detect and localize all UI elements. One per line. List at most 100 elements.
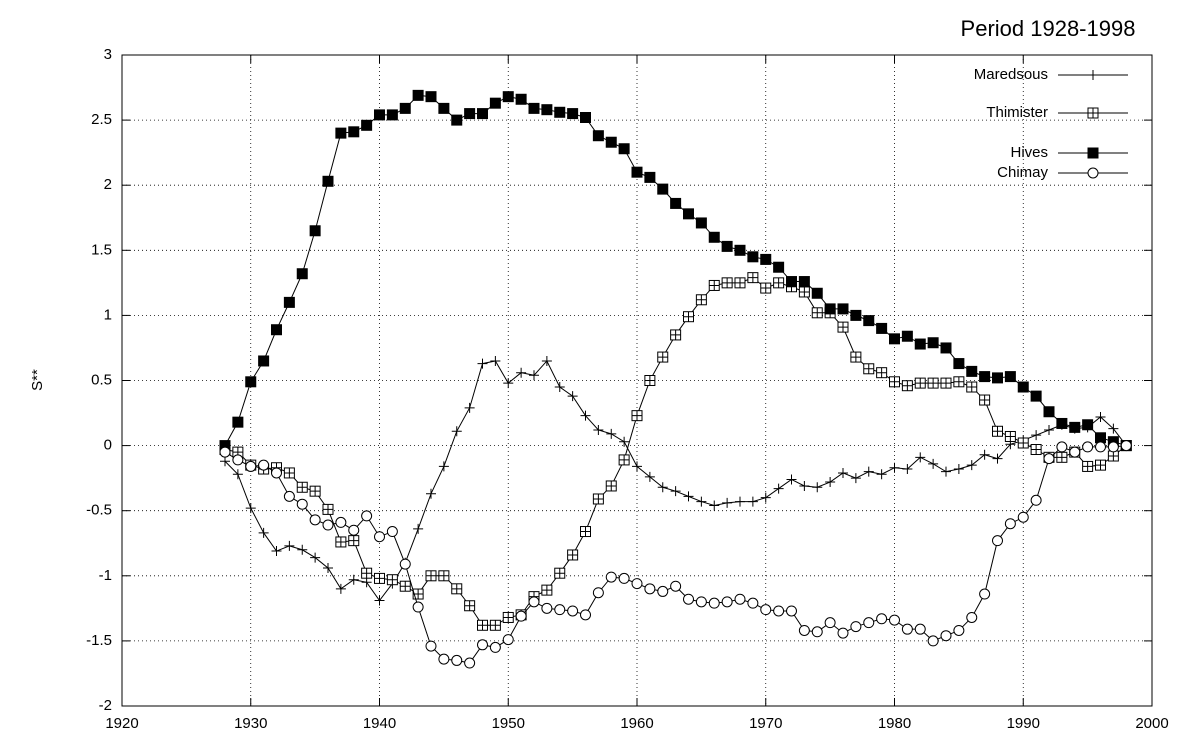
marker-shape <box>271 467 282 479</box>
point-marker <box>1030 390 1042 402</box>
point-marker <box>1082 419 1094 431</box>
marker-shape <box>1087 167 1099 179</box>
marker-shape <box>863 363 874 374</box>
x-tick-label: 1990 <box>1007 715 1040 732</box>
point-marker <box>258 459 270 471</box>
point-marker <box>721 277 733 289</box>
marker-shape <box>979 588 991 600</box>
marker-shape <box>489 97 501 109</box>
marker-shape <box>297 482 308 493</box>
point-marker <box>451 114 463 126</box>
marker-shape <box>245 376 257 388</box>
legend-marker <box>1088 70 1098 80</box>
marker-shape <box>592 587 604 599</box>
point-marker <box>541 602 553 614</box>
point-marker <box>271 324 282 336</box>
point-marker <box>747 251 759 263</box>
point-marker <box>605 480 617 492</box>
marker-shape <box>554 106 566 118</box>
point-marker <box>232 469 243 480</box>
point-marker <box>554 106 566 118</box>
point-marker <box>283 490 295 502</box>
marker-shape <box>619 436 630 447</box>
point-marker <box>631 166 643 178</box>
point-marker <box>1056 441 1068 453</box>
point-marker <box>322 519 334 531</box>
point-marker <box>876 322 888 334</box>
point-marker <box>322 503 334 515</box>
point-marker <box>1082 441 1094 453</box>
marker-shape <box>1030 390 1042 402</box>
marker-shape <box>992 453 1003 464</box>
point-marker <box>271 467 282 479</box>
marker-shape <box>386 526 398 538</box>
point-marker <box>683 311 694 323</box>
marker-shape <box>992 426 1003 437</box>
point-marker <box>914 338 926 350</box>
point-marker <box>953 376 965 388</box>
marker-shape <box>850 473 861 484</box>
point-marker <box>632 461 642 472</box>
point-marker <box>1030 494 1042 506</box>
point-marker <box>760 492 771 503</box>
point-marker <box>258 355 270 367</box>
marker-shape <box>464 402 475 413</box>
marker-shape <box>490 355 501 366</box>
point-marker <box>644 375 656 386</box>
marker-shape <box>760 283 771 294</box>
marker-shape <box>901 330 913 342</box>
point-marker <box>489 97 501 109</box>
point-marker <box>322 175 334 187</box>
x-tick-label: 2000 <box>1135 715 1168 732</box>
point-marker <box>451 654 463 666</box>
point-marker <box>245 503 256 514</box>
marker-shape <box>606 428 617 439</box>
point-marker <box>296 498 308 510</box>
marker-shape <box>657 482 668 493</box>
marker-shape <box>941 378 951 389</box>
point-marker <box>837 303 849 315</box>
point-marker <box>1108 423 1119 434</box>
marker-shape <box>786 605 797 617</box>
marker-shape <box>902 464 913 475</box>
point-marker <box>825 477 836 488</box>
point-marker <box>245 460 257 472</box>
point-marker <box>992 372 1003 384</box>
point-marker <box>1004 371 1016 383</box>
marker-shape <box>721 240 733 252</box>
point-marker <box>901 330 913 342</box>
marker-shape <box>283 296 295 308</box>
point-marker <box>940 377 952 389</box>
marker-shape <box>773 277 784 288</box>
x-tick-label: 1940 <box>363 715 396 732</box>
marker-shape <box>695 217 707 229</box>
point-marker <box>928 458 939 469</box>
marker-shape <box>1069 446 1081 458</box>
marker-shape <box>322 175 334 187</box>
point-marker <box>953 464 964 475</box>
marker-shape <box>567 605 579 617</box>
marker-shape <box>953 376 964 387</box>
marker-shape <box>503 378 514 389</box>
point-marker <box>773 483 784 494</box>
marker-shape <box>271 324 282 336</box>
point-marker <box>503 378 514 389</box>
point-marker <box>541 584 553 596</box>
point-marker <box>670 329 682 341</box>
point-marker <box>348 574 359 585</box>
marker-shape <box>722 277 733 288</box>
point-marker <box>348 524 360 536</box>
marker-shape <box>567 549 578 560</box>
marker-shape <box>644 171 656 183</box>
point-marker <box>438 102 450 114</box>
point-marker <box>734 593 746 605</box>
point-marker <box>1056 451 1068 463</box>
marker-shape <box>786 474 797 485</box>
point-marker <box>760 282 772 294</box>
point-marker <box>464 600 476 612</box>
point-marker <box>412 588 424 600</box>
marker-shape <box>477 639 488 651</box>
marker-shape <box>928 458 939 469</box>
point-marker <box>554 382 565 393</box>
marker-shape <box>605 136 617 148</box>
